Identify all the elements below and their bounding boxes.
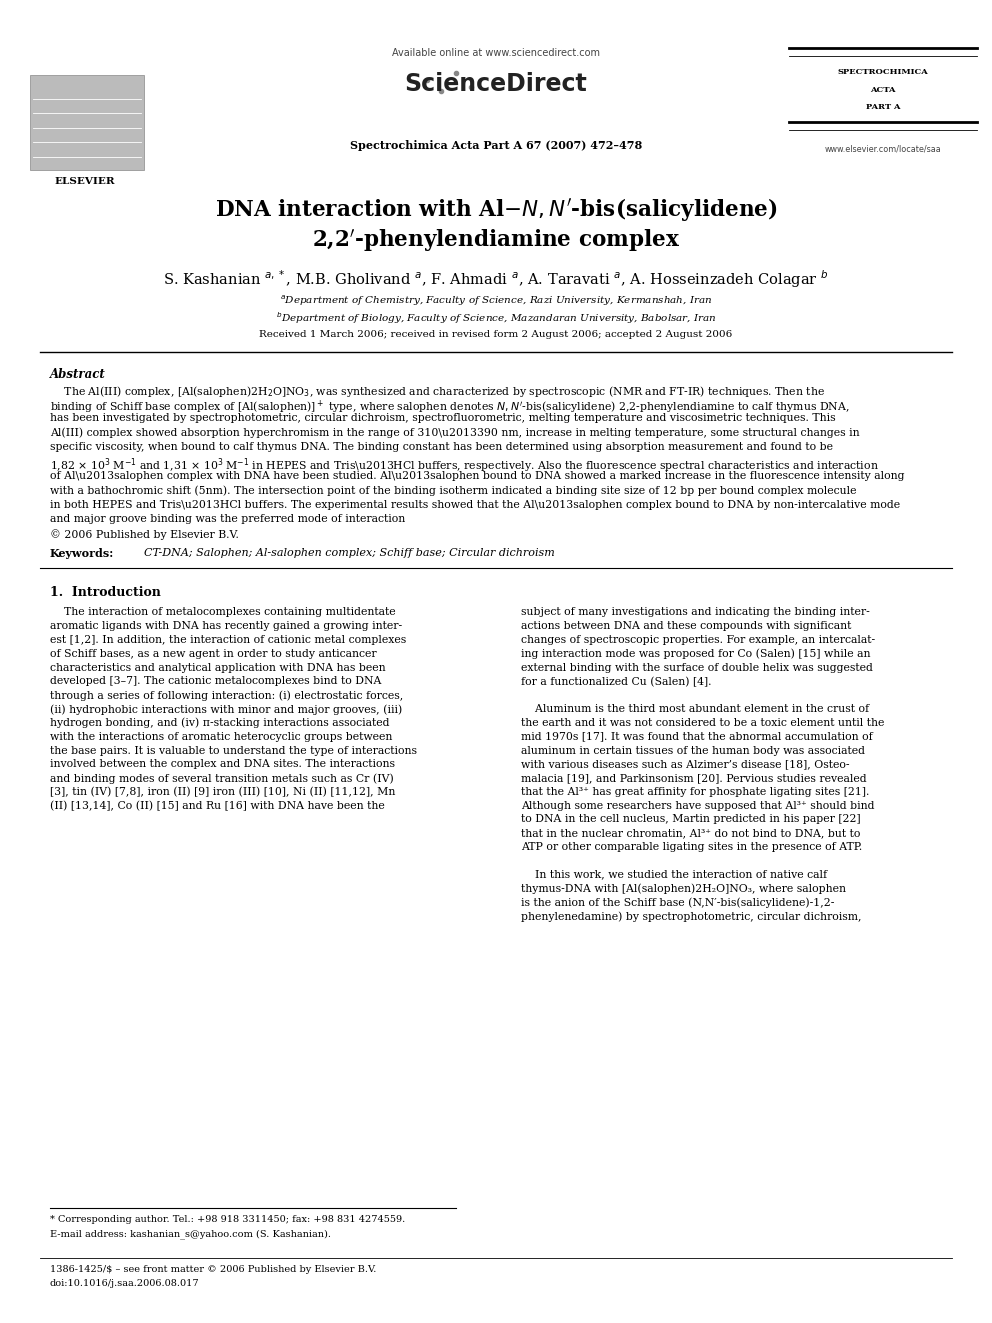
Text: the base pairs. It is valuable to understand the type of interactions: the base pairs. It is valuable to unders…	[50, 745, 417, 755]
Text: to DNA in the cell nucleus, Martin predicted in his paper [22]: to DNA in the cell nucleus, Martin predi…	[521, 815, 860, 824]
Text: Abstract: Abstract	[50, 368, 105, 381]
Text: ATP or other comparable ligating sites in the presence of ATP.: ATP or other comparable ligating sites i…	[521, 843, 862, 852]
Text: changes of spectroscopic properties. For example, an intercalat-: changes of spectroscopic properties. For…	[521, 635, 875, 646]
Text: 1,82 $\times$ 10$^3$ M$^{-1}$ and 1,31 $\times$ 10$^3$ M$^{-1}$ in HEPES and Tri: 1,82 $\times$ 10$^3$ M$^{-1}$ and 1,31 $…	[50, 456, 878, 475]
Text: external binding with the surface of double helix was suggested: external binding with the surface of dou…	[521, 663, 873, 672]
Text: characteristics and analytical application with DNA has been: characteristics and analytical applicati…	[50, 663, 385, 672]
Text: SPECTROCHIMICA: SPECTROCHIMICA	[837, 67, 929, 75]
Text: subject of many investigations and indicating the binding inter-: subject of many investigations and indic…	[521, 607, 870, 618]
Text: has been investigated by spectrophotometric, circular dichroism, spectrofluorome: has been investigated by spectrophotomet…	[50, 413, 835, 423]
Text: 1.  Introduction: 1. Introduction	[50, 586, 161, 598]
Text: and binding modes of several transition metals such as Cr (IV): and binding modes of several transition …	[50, 773, 394, 783]
Text: $^{a}$Department of Chemistry, Faculty of Science, Razi University, Kermanshah, : $^{a}$Department of Chemistry, Faculty o…	[280, 294, 712, 308]
Text: aromatic ligands with DNA has recently gained a growing inter-: aromatic ligands with DNA has recently g…	[50, 622, 402, 631]
Text: aluminum in certain tissues of the human body was associated: aluminum in certain tissues of the human…	[521, 745, 865, 755]
Text: with a bathochromic shift (5nm). The intersection point of the binding isotherm : with a bathochromic shift (5nm). The int…	[50, 486, 856, 496]
Text: binding of Schiff base complex of [Al(salophen)]$^+$ type, where salophen denote: binding of Schiff base complex of [Al(sa…	[50, 398, 849, 415]
Text: malacia [19], and Parkinsonism [20]. Pervious studies revealed: malacia [19], and Parkinsonism [20]. Per…	[521, 773, 866, 783]
Text: Available online at www.sciencedirect.com: Available online at www.sciencedirect.co…	[392, 48, 600, 58]
Text: Spectrochimica Acta Part A 67 (2007) 472–478: Spectrochimica Acta Part A 67 (2007) 472…	[350, 140, 642, 151]
Text: ACTA: ACTA	[870, 86, 896, 94]
Text: hydrogen bonding, and (iv) π-stacking interactions associated: hydrogen bonding, and (iv) π-stacking in…	[50, 718, 389, 729]
Text: through a series of following interaction: (i) electrostatic forces,: through a series of following interactio…	[50, 691, 403, 701]
Text: The interaction of metalocomplexes containing multidentate: The interaction of metalocomplexes conta…	[50, 607, 395, 618]
Text: for a functionalized Cu (Salen) [4].: for a functionalized Cu (Salen) [4].	[521, 676, 711, 687]
Text: est [1,2]. In addition, the interaction of cationic metal complexes: est [1,2]. In addition, the interaction …	[50, 635, 406, 646]
Text: $^{b}$Department of Biology, Faculty of Science, Mazandaran University, Babolsar: $^{b}$Department of Biology, Faculty of …	[276, 310, 716, 325]
Text: Aluminum is the third most abundant element in the crust of: Aluminum is the third most abundant elem…	[521, 704, 869, 714]
Text: DNA interaction with Al$-$$N,N'$-bis(salicylidene): DNA interaction with Al$-$$N,N'$-bis(sal…	[214, 196, 778, 224]
Text: the earth and it was not considered to be a toxic element until the: the earth and it was not considered to b…	[521, 718, 884, 728]
Text: that the Al³⁺ has great affinity for phosphate ligating sites [21].: that the Al³⁺ has great affinity for pho…	[521, 787, 869, 796]
Text: PART A: PART A	[866, 103, 900, 111]
Text: that in the nuclear chromatin, Al³⁺ do not bind to DNA, but to: that in the nuclear chromatin, Al³⁺ do n…	[521, 828, 860, 839]
Text: (II) [13,14], Co (II) [15] and Ru [16] with DNA have been the: (II) [13,14], Co (II) [15] and Ru [16] w…	[50, 800, 384, 811]
Text: 2,2$'$-phenylendiamine complex: 2,2$'$-phenylendiamine complex	[311, 228, 681, 254]
Text: is the anion of the Schiff base (N,N′-bis(salicylidene)-1,2-: is the anion of the Schiff base (N,N′-bi…	[521, 897, 834, 908]
Text: involved between the complex and DNA sites. The interactions: involved between the complex and DNA sit…	[50, 759, 395, 769]
Text: thymus-DNA with [Al(salophen)2H₂O]NO₃, where salophen: thymus-DNA with [Al(salophen)2H₂O]NO₃, w…	[521, 884, 846, 894]
Text: (ii) hydrophobic interactions with minor and major grooves, (iii): (ii) hydrophobic interactions with minor…	[50, 704, 402, 714]
Text: developed [3–7]. The cationic metalocomplexes bind to DNA: developed [3–7]. The cationic metalocomp…	[50, 676, 381, 687]
Text: with various diseases such as Alzimer’s disease [18], Osteo-: with various diseases such as Alzimer’s …	[521, 759, 849, 769]
Text: of Schiff bases, as a new agent in order to study anticancer: of Schiff bases, as a new agent in order…	[50, 648, 376, 659]
Text: * Corresponding author. Tel.: +98 918 3311450; fax: +98 831 4274559.: * Corresponding author. Tel.: +98 918 33…	[50, 1215, 405, 1224]
Text: Received 1 March 2006; received in revised form 2 August 2006; accepted 2 August: Received 1 March 2006; received in revis…	[259, 329, 733, 339]
Text: Although some researchers have supposed that Al³⁺ should bind: Although some researchers have supposed …	[521, 800, 874, 811]
Text: actions between DNA and these compounds with significant: actions between DNA and these compounds …	[521, 622, 851, 631]
Text: doi:10.1016/j.saa.2006.08.017: doi:10.1016/j.saa.2006.08.017	[50, 1279, 199, 1289]
Text: Al(III) complex showed absorption hyperchromism in the range of 310\u2013390 nm,: Al(III) complex showed absorption hyperc…	[50, 427, 859, 438]
Text: © 2006 Published by Elsevier B.V.: © 2006 Published by Elsevier B.V.	[50, 529, 238, 540]
Text: CT-DNA; Salophen; Al-salophen complex; Schiff base; Circular dichroism: CT-DNA; Salophen; Al-salophen complex; S…	[144, 548, 555, 557]
Text: phenylenedamine) by spectrophotometric, circular dichroism,: phenylenedamine) by spectrophotometric, …	[521, 912, 861, 922]
Text: In this work, we studied the interaction of native calf: In this work, we studied the interaction…	[521, 869, 827, 880]
Text: in both HEPES and Tris\u2013HCl buffers. The experimental results showed that th: in both HEPES and Tris\u2013HCl buffers.…	[50, 500, 900, 509]
Text: and major groove binding was the preferred mode of interaction: and major groove binding was the preferr…	[50, 515, 405, 524]
Text: with the interactions of aromatic heterocyclic groups between: with the interactions of aromatic hetero…	[50, 732, 392, 742]
Text: Keywords:: Keywords:	[50, 548, 114, 558]
Text: specific viscosity, when bound to calf thymus DNA. The binding constant has been: specific viscosity, when bound to calf t…	[50, 442, 832, 452]
Text: ing interaction mode was proposed for Co (Salen) [15] while an: ing interaction mode was proposed for Co…	[521, 648, 870, 659]
Text: mid 1970s [17]. It was found that the abnormal accumulation of: mid 1970s [17]. It was found that the ab…	[521, 732, 873, 742]
Text: ELSEVIER: ELSEVIER	[54, 177, 115, 187]
Text: ScienceDirect: ScienceDirect	[405, 71, 587, 97]
Text: The Al(III) complex, [Al(salophen)2H$_2$O]NO$_3$, was synthesized and characteri: The Al(III) complex, [Al(salophen)2H$_2$…	[50, 384, 824, 400]
Text: S. Kashanian $^{a,*}$, M.B. Gholivand $^{a}$, F. Ahmadi $^{a}$, A. Taravati $^{a: S. Kashanian $^{a,*}$, M.B. Gholivand $^…	[163, 269, 829, 290]
Text: [3], tin (IV) [7,8], iron (II) [9] iron (III) [10], Ni (II) [11,12], Mn: [3], tin (IV) [7,8], iron (II) [9] iron …	[50, 787, 395, 798]
Text: E-mail address: kashanian_s@yahoo.com (S. Kashanian).: E-mail address: kashanian_s@yahoo.com (S…	[50, 1229, 330, 1238]
Text: 1386-1425/$ – see front matter © 2006 Published by Elsevier B.V.: 1386-1425/$ – see front matter © 2006 Pu…	[50, 1265, 376, 1274]
Bar	[30, 74, 144, 169]
Text: www.elsevier.com/locate/saa: www.elsevier.com/locate/saa	[824, 146, 941, 153]
Text: of Al\u2013salophen complex with DNA have been studied. Al\u2013salophen bound t: of Al\u2013salophen complex with DNA hav…	[50, 471, 904, 482]
